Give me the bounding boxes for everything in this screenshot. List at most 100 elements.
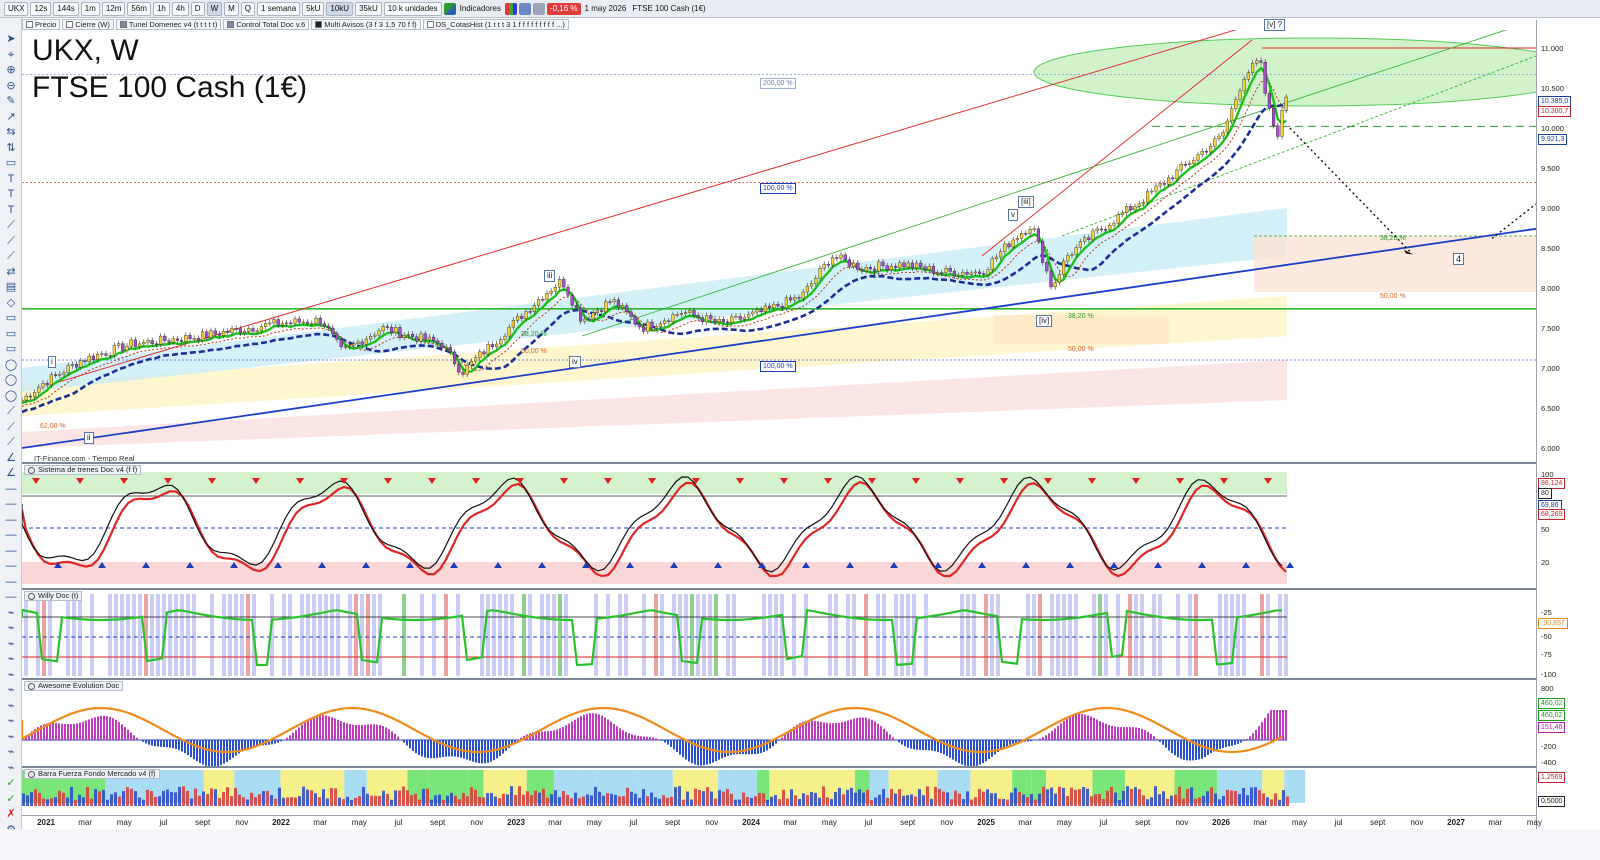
pane-title-box[interactable]: Willy Doc (t): [24, 591, 83, 601]
interval-m[interactable]: M: [224, 1, 239, 16]
close-icon[interactable]: [28, 770, 35, 778]
drawing-tool-icon[interactable]: ―: [5, 591, 17, 603]
interval-4h[interactable]: 4h: [171, 1, 189, 16]
interval-56m[interactable]: 56m: [127, 1, 151, 16]
drawing-tool-icon[interactable]: T: [7, 172, 15, 185]
drawing-tool-icon[interactable]: T: [7, 203, 15, 216]
drawing-tool-icon[interactable]: ⟋: [7, 436, 15, 448]
interval-12s[interactable]: 12s: [30, 1, 52, 16]
visibility-icon[interactable]: [227, 20, 235, 28]
palette-icon[interactable]: [504, 2, 517, 15]
drawing-tool-icon[interactable]: ∠: [6, 467, 16, 479]
drawing-tool-icon[interactable]: ▭: [5, 157, 17, 169]
drawing-tool-icon[interactable]: ⟋: [7, 420, 15, 433]
price-chart[interactable]: [22, 30, 1536, 462]
interval-w[interactable]: W: [206, 1, 223, 16]
pane-separator[interactable]: [22, 766, 1600, 768]
indicator-chip[interactable]: Tunel Domenec v4 (t t t t t): [115, 18, 222, 30]
drawing-tool-icon[interactable]: ⌁: [7, 746, 15, 758]
pane-separator[interactable]: [22, 678, 1600, 680]
interval-d[interactable]: D: [190, 1, 205, 16]
units-35ku[interactable]: 35kU: [355, 1, 382, 16]
pane-title-box[interactable]: Awesome Evolution Doc: [24, 681, 124, 691]
drawing-tool-icon[interactable]: T: [7, 188, 15, 200]
awesome-indicator-pane[interactable]: Awesome Evolution Doc: [22, 680, 1536, 766]
drawing-tool-icon[interactable]: ∠: [6, 451, 16, 464]
drawing-tool-icon[interactable]: ―: [5, 575, 17, 588]
drawing-tool-icon[interactable]: ✓: [6, 792, 16, 805]
drawing-tool-icon[interactable]: ◯: [4, 389, 18, 402]
visibility-icon[interactable]: [66, 20, 74, 28]
indicator-chip[interactable]: DS_CotasHist (1 t t t 3 1 f f f f f f f …: [422, 18, 569, 30]
pane-title-box[interactable]: Barra Fuerza Fondo Mercado v4 (f): [24, 769, 160, 779]
trenes-indicator-pane[interactable]: Sistema de trenes Doc v4 (f f): [22, 464, 1536, 588]
drawing-tool-icon[interactable]: ✎: [6, 95, 16, 107]
drawing-tool-icon[interactable]: ⌁: [7, 761, 15, 774]
visibility-icon[interactable]: [26, 20, 33, 28]
time-axis[interactable]: 2021 mar may jul sept nov 2022 mar may jul sept nov…: [22, 815, 1542, 829]
drawing-tool-icon[interactable]: ◇: [6, 296, 16, 309]
drawing-tool-icon[interactable]: ⌁: [7, 684, 15, 696]
drawing-tool-icon[interactable]: ◯: [4, 358, 18, 371]
grid-icon[interactable]: [518, 2, 531, 15]
period-selector[interactable]: 1 semana: [257, 1, 301, 16]
indicators-button[interactable]: Indicadores: [459, 4, 501, 13]
drawing-tool-icon[interactable]: ▤: [5, 281, 17, 293]
drawing-tool-icon[interactable]: ⌁: [7, 622, 15, 634]
pane-title-box[interactable]: Sistema de trenes Doc v4 (f f): [24, 465, 142, 475]
drawing-tool-icon[interactable]: ▭: [5, 312, 17, 324]
indicator-chip[interactable]: Cierre (W): [62, 18, 114, 30]
interval-1h[interactable]: 1h: [152, 1, 170, 16]
drawing-tool-icon[interactable]: ⌁: [7, 715, 15, 727]
visibility-icon[interactable]: [426, 20, 434, 28]
drawing-tool-icon[interactable]: ⌁: [7, 699, 15, 712]
interval-144s[interactable]: 144s: [53, 1, 79, 16]
drawing-tool-icon[interactable]: ⟋: [7, 219, 15, 231]
drawing-tool-icon[interactable]: ―: [5, 560, 17, 572]
indicators-icon[interactable]: [443, 2, 456, 15]
units-10ku[interactable]: 10kU: [326, 1, 354, 16]
drawing-tool-icon[interactable]: ⊖: [6, 79, 16, 92]
drawing-tool-icon[interactable]: ▭: [5, 343, 17, 355]
drawing-tool-icon[interactable]: ⇄: [6, 265, 16, 278]
drawing-tool-icon[interactable]: ✗: [6, 808, 16, 820]
drawing-tool-icon[interactable]: ⌁: [7, 668, 15, 681]
symbol-selector[interactable]: UKX: [4, 1, 29, 16]
indicator-chip[interactable]: Multi Avisos (3 f 3 1,5 70 f f): [311, 18, 421, 30]
drawing-tool-icon[interactable]: ✓: [6, 777, 16, 789]
drawing-tool-icon[interactable]: ⌁: [7, 730, 15, 743]
indicator-chip[interactable]: Precio: [22, 18, 61, 30]
drawing-tool-icon[interactable]: ―: [5, 498, 17, 510]
barra-indicator-pane[interactable]: Barra Fuerza Fondo Mercado v4 (f): [22, 768, 1536, 815]
drawing-tool-icon[interactable]: ―: [5, 513, 17, 526]
drawing-tool-icon[interactable]: ⊕: [6, 64, 16, 76]
interval-1m[interactable]: 1m: [80, 1, 100, 16]
drawing-tool-icon[interactable]: ⌁: [7, 606, 15, 619]
pane-separator[interactable]: [22, 462, 1600, 464]
settings-icon[interactable]: [532, 2, 545, 15]
close-icon[interactable]: [28, 466, 35, 474]
drawing-tool-icon[interactable]: ↗: [6, 110, 16, 123]
drawing-tool-icon[interactable]: ▭: [5, 327, 17, 340]
drawing-tool-icon[interactable]: ⟋: [7, 405, 15, 417]
drawing-tool-icon[interactable]: ―: [5, 529, 17, 541]
drawing-tool-icon[interactable]: ⇅: [6, 141, 16, 154]
pane-separator[interactable]: [22, 588, 1600, 590]
interval-q[interactable]: Q: [240, 1, 256, 16]
drawing-tool-icon[interactable]: ⌖: [7, 48, 15, 61]
drawing-tool-icon[interactable]: ⌁: [7, 637, 15, 650]
indicator-chip[interactable]: Control Total Doc v.6: [223, 18, 310, 30]
drawing-tool-icon[interactable]: ⟋: [7, 250, 15, 262]
price-axis[interactable]: 11.000 10.500 10.000 9.500 9.000 8.500 8.000 7.…: [1536, 20, 1600, 840]
drawing-tool-icon[interactable]: ⇆: [6, 126, 16, 138]
drawing-tool-icon[interactable]: ➤: [6, 33, 16, 45]
units-5ku[interactable]: 5kU: [302, 1, 325, 16]
drawing-tool-icon[interactable]: ⌁: [7, 653, 15, 665]
close-icon[interactable]: [28, 682, 35, 690]
visibility-icon[interactable]: [315, 20, 323, 28]
interval-12m[interactable]: 12m: [101, 1, 126, 16]
drawing-tool-icon[interactable]: ―: [5, 482, 17, 495]
units-dropdown[interactable]: 10 k unidades: [383, 1, 442, 16]
drawing-tool-icon[interactable]: ⟋: [7, 234, 15, 247]
visibility-icon[interactable]: [119, 20, 127, 28]
